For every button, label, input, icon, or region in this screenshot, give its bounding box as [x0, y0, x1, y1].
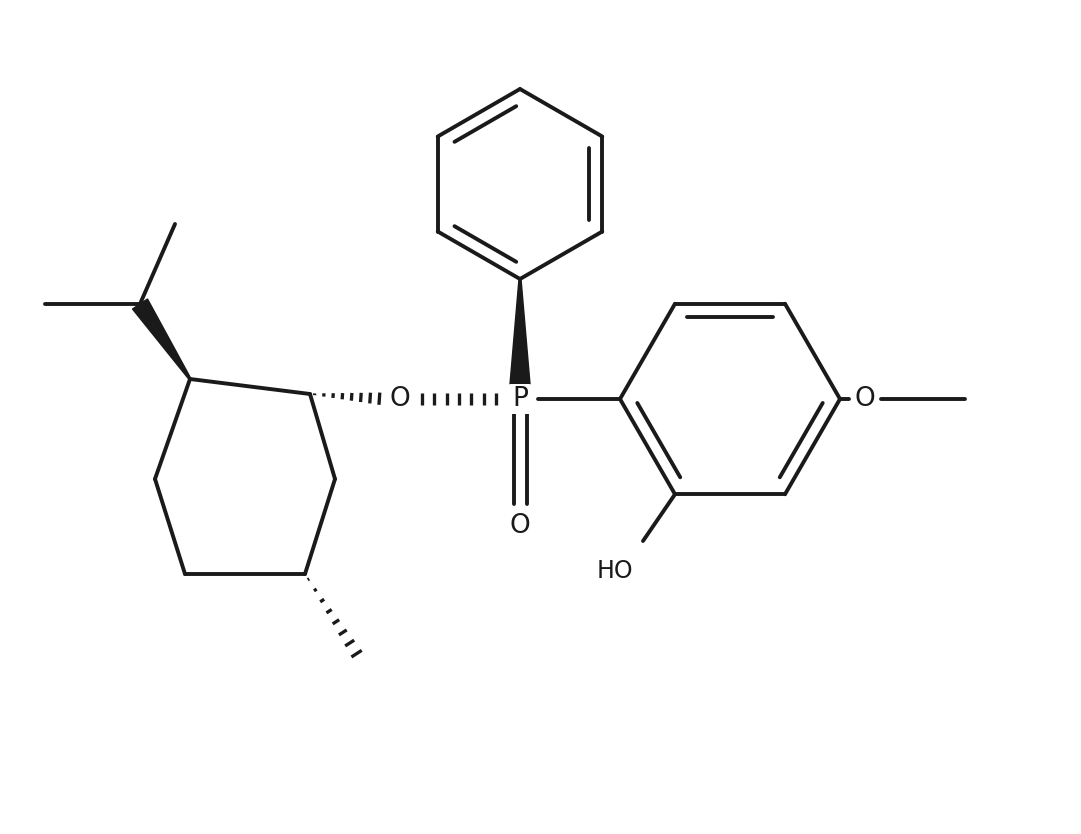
- Text: O: O: [389, 386, 411, 412]
- Text: O: O: [509, 513, 531, 539]
- Text: O: O: [855, 386, 876, 412]
- Text: HO: HO: [597, 559, 633, 583]
- Text: P: P: [512, 386, 528, 412]
- Polygon shape: [133, 299, 191, 379]
- Polygon shape: [510, 279, 530, 384]
